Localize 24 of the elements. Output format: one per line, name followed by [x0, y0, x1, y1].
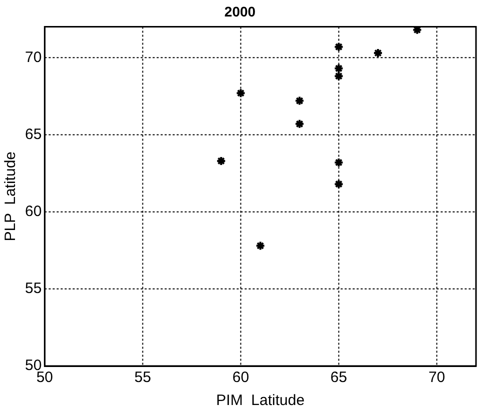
- y-tick-label: 55: [24, 280, 42, 298]
- point: [412, 26, 422, 35]
- x-axis-title: PIM Latitude: [216, 392, 305, 410]
- point: [334, 63, 344, 74]
- x-tick-label: 70: [428, 369, 446, 386]
- point: [334, 42, 344, 52]
- y-axis-title: PLP Latitude: [2, 152, 20, 242]
- point: [334, 157, 344, 168]
- y-tick-label: 60: [24, 202, 42, 220]
- x-tick-label: 65: [330, 369, 348, 386]
- point: [334, 71, 344, 82]
- x-tick-label: 60: [232, 369, 250, 386]
- point: [334, 179, 344, 190]
- x-tick-label: 50: [36, 369, 54, 386]
- point: [236, 88, 246, 98]
- point: [216, 156, 226, 166]
- x-tick-label: 55: [134, 369, 152, 386]
- point: [294, 118, 305, 129]
- y-tick-label: 65: [24, 126, 42, 143]
- point: [255, 240, 266, 251]
- y-tick-label: 70: [24, 48, 42, 66]
- point: [294, 96, 305, 106]
- point: [372, 48, 383, 58]
- chart-title: 2000: [224, 3, 256, 20]
